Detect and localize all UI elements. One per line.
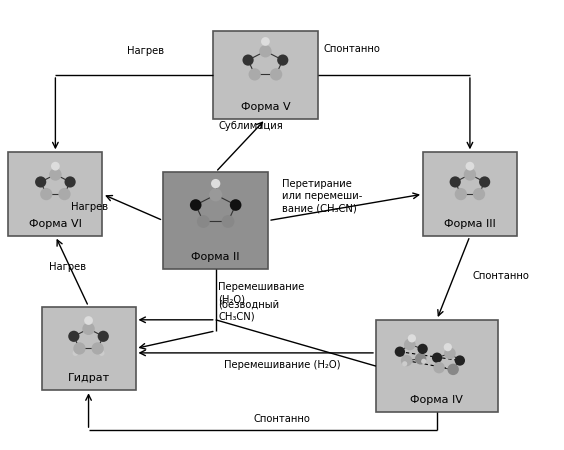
Text: Спонтанно: Спонтанно	[323, 44, 380, 54]
FancyBboxPatch shape	[8, 152, 103, 236]
Text: Спонтанно: Спонтанно	[254, 414, 310, 424]
Point	[211, 180, 220, 187]
Point	[69, 333, 78, 340]
Point	[400, 360, 409, 367]
Point	[261, 38, 270, 45]
Point	[231, 202, 240, 209]
Point	[406, 341, 415, 348]
Point	[51, 162, 60, 170]
FancyBboxPatch shape	[376, 320, 497, 412]
Point	[36, 178, 45, 185]
Point	[465, 171, 474, 178]
Point	[278, 57, 287, 64]
Point	[443, 343, 452, 351]
Text: Перемешивание (H₂O): Перемешивание (H₂O)	[224, 360, 340, 369]
Point	[211, 191, 220, 198]
FancyBboxPatch shape	[423, 152, 517, 236]
FancyBboxPatch shape	[163, 172, 268, 269]
Point	[261, 48, 270, 55]
Point	[407, 335, 416, 342]
Text: Форма VI: Форма VI	[29, 219, 82, 229]
Point	[446, 350, 455, 357]
Point	[474, 190, 483, 198]
Text: Перетирание
или перемеши-
вание (CH₃CN): Перетирание или перемеши- вание (CH₃CN)	[282, 180, 363, 213]
Text: Нагрев: Нагрев	[71, 202, 108, 212]
Text: Форма V: Форма V	[241, 102, 290, 112]
Point	[448, 366, 457, 373]
FancyBboxPatch shape	[213, 31, 318, 119]
Point	[93, 345, 102, 352]
Point	[434, 364, 443, 371]
Text: Форма II: Форма II	[191, 252, 240, 262]
Point	[451, 178, 460, 185]
Point	[433, 354, 442, 361]
Point	[71, 350, 80, 357]
Point	[455, 357, 464, 364]
Point	[419, 358, 428, 365]
Point	[51, 171, 60, 178]
Text: Спонтанно: Спонтанно	[473, 271, 530, 281]
Point	[84, 325, 93, 333]
Text: Нагрев: Нагрев	[127, 46, 164, 56]
Text: Форма IV: Форма IV	[411, 396, 463, 405]
Point	[465, 162, 474, 170]
Point	[65, 178, 74, 185]
Text: Перемешивание
(H₂O): Перемешивание (H₂O)	[218, 282, 305, 304]
Point	[456, 190, 465, 198]
Point	[199, 218, 208, 225]
Point	[97, 350, 106, 357]
Point	[250, 71, 259, 78]
Text: Форма III: Форма III	[444, 219, 496, 229]
Point	[60, 190, 69, 198]
Point	[75, 345, 84, 352]
Point	[418, 345, 427, 352]
Point	[99, 333, 108, 340]
Point	[272, 71, 281, 78]
Point	[84, 317, 93, 324]
Text: (безводный
CH₃CN): (безводный CH₃CN)	[218, 300, 280, 322]
FancyBboxPatch shape	[42, 306, 135, 390]
Text: Сублимация: Сублимация	[218, 121, 283, 131]
Point	[395, 348, 404, 356]
Point	[480, 178, 489, 185]
Point	[42, 190, 51, 198]
Text: Нагрев: Нагрев	[49, 262, 86, 272]
Point	[223, 218, 232, 225]
Point	[244, 57, 253, 64]
Point	[402, 357, 411, 364]
Point	[191, 202, 200, 209]
Point	[416, 355, 425, 362]
Text: Гидрат: Гидрат	[68, 374, 109, 383]
